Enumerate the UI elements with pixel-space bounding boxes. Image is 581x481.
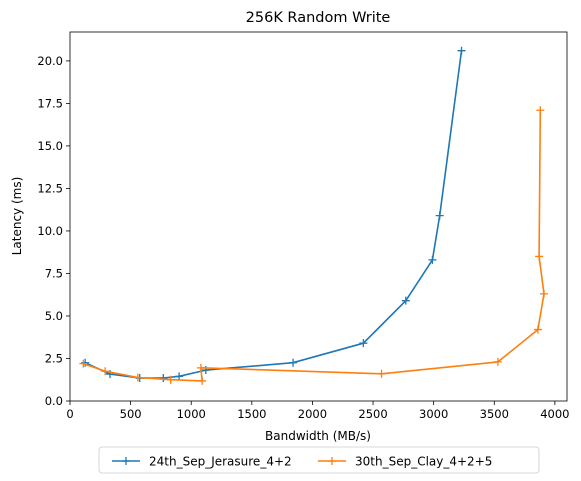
legend-marker xyxy=(328,457,336,465)
x-tick-label: 500 xyxy=(120,407,142,421)
x-tick-label: 1000 xyxy=(177,407,206,421)
y-tick-label: 0.0 xyxy=(45,394,63,408)
y-tick-label: 10.0 xyxy=(37,224,63,238)
data-point-marker xyxy=(536,106,545,115)
data-point-marker xyxy=(359,339,368,348)
data-point-marker xyxy=(289,358,298,367)
y-axis-ticks: 0.0 2.5 5.0 7.5 10.0 12.5 15.0 17.5 20.0 xyxy=(37,54,70,408)
data-point-marker xyxy=(539,289,548,298)
series-layer xyxy=(79,46,548,385)
data-point-marker xyxy=(428,255,437,264)
data-point-marker xyxy=(166,375,175,384)
data-point-marker xyxy=(79,359,88,368)
data-point-marker xyxy=(175,372,184,381)
y-tick-label: 5.0 xyxy=(45,309,63,323)
legend-frame xyxy=(98,446,540,474)
x-tick-label: 4000 xyxy=(540,407,569,421)
data-point-marker xyxy=(435,211,444,220)
data-point-marker xyxy=(533,325,542,334)
legend-item: 24th_Sep_Jerasure_4+2 xyxy=(112,455,292,469)
x-tick-label: 2000 xyxy=(298,407,327,421)
data-point-marker xyxy=(535,252,544,261)
x-tick-label: 0 xyxy=(66,407,73,421)
chart-title: 256K Random Write xyxy=(246,10,391,26)
x-tick-label: 3500 xyxy=(480,407,509,421)
y-tick-label: 17.5 xyxy=(37,96,63,110)
data-point-marker xyxy=(493,357,502,366)
data-point-marker xyxy=(159,374,168,383)
series-line xyxy=(83,110,545,382)
legend-marker xyxy=(122,457,130,465)
data-point-marker xyxy=(401,296,410,305)
y-axis-label: Latency (ms) xyxy=(10,177,24,256)
legend-label: 24th_Sep_Jerasure_4+2 xyxy=(149,455,292,469)
x-tick-label: 3000 xyxy=(419,407,448,421)
data-point-marker xyxy=(81,358,90,367)
data-point-marker xyxy=(457,46,466,55)
legend-item: 30th_Sep_Clay_4+2+5 xyxy=(318,455,492,469)
data-point-marker xyxy=(198,376,207,385)
data-point-marker xyxy=(133,373,142,382)
series-line xyxy=(84,50,463,379)
data-point-marker xyxy=(101,367,110,376)
y-tick-label: 2.5 xyxy=(45,351,63,365)
y-tick-label: 7.5 xyxy=(45,266,63,280)
series-0 xyxy=(81,46,466,383)
plot-frame xyxy=(69,31,568,402)
x-tick-label: 1500 xyxy=(237,407,266,421)
legend: 24th_Sep_Jerasure_4+2 30th_Sep_Clay_4+2+5 xyxy=(98,446,540,474)
y-tick-label: 15.0 xyxy=(37,139,63,153)
y-tick-label: 20.0 xyxy=(37,54,63,68)
legend-label: 30th_Sep_Clay_4+2+5 xyxy=(355,455,492,469)
data-point-marker xyxy=(196,363,205,372)
data-point-marker xyxy=(377,369,386,378)
legend-items: 24th_Sep_Jerasure_4+2 30th_Sep_Clay_4+2+5 xyxy=(112,455,492,469)
series-1 xyxy=(79,106,548,385)
x-axis-ticks: 0 500 1000 1500 2000 2500 3000 3500 4000 xyxy=(66,401,570,421)
x-tick-label: 2500 xyxy=(358,407,387,421)
x-axis-label: Bandwidth (MB/s) xyxy=(265,429,371,443)
y-tick-label: 12.5 xyxy=(37,181,63,195)
